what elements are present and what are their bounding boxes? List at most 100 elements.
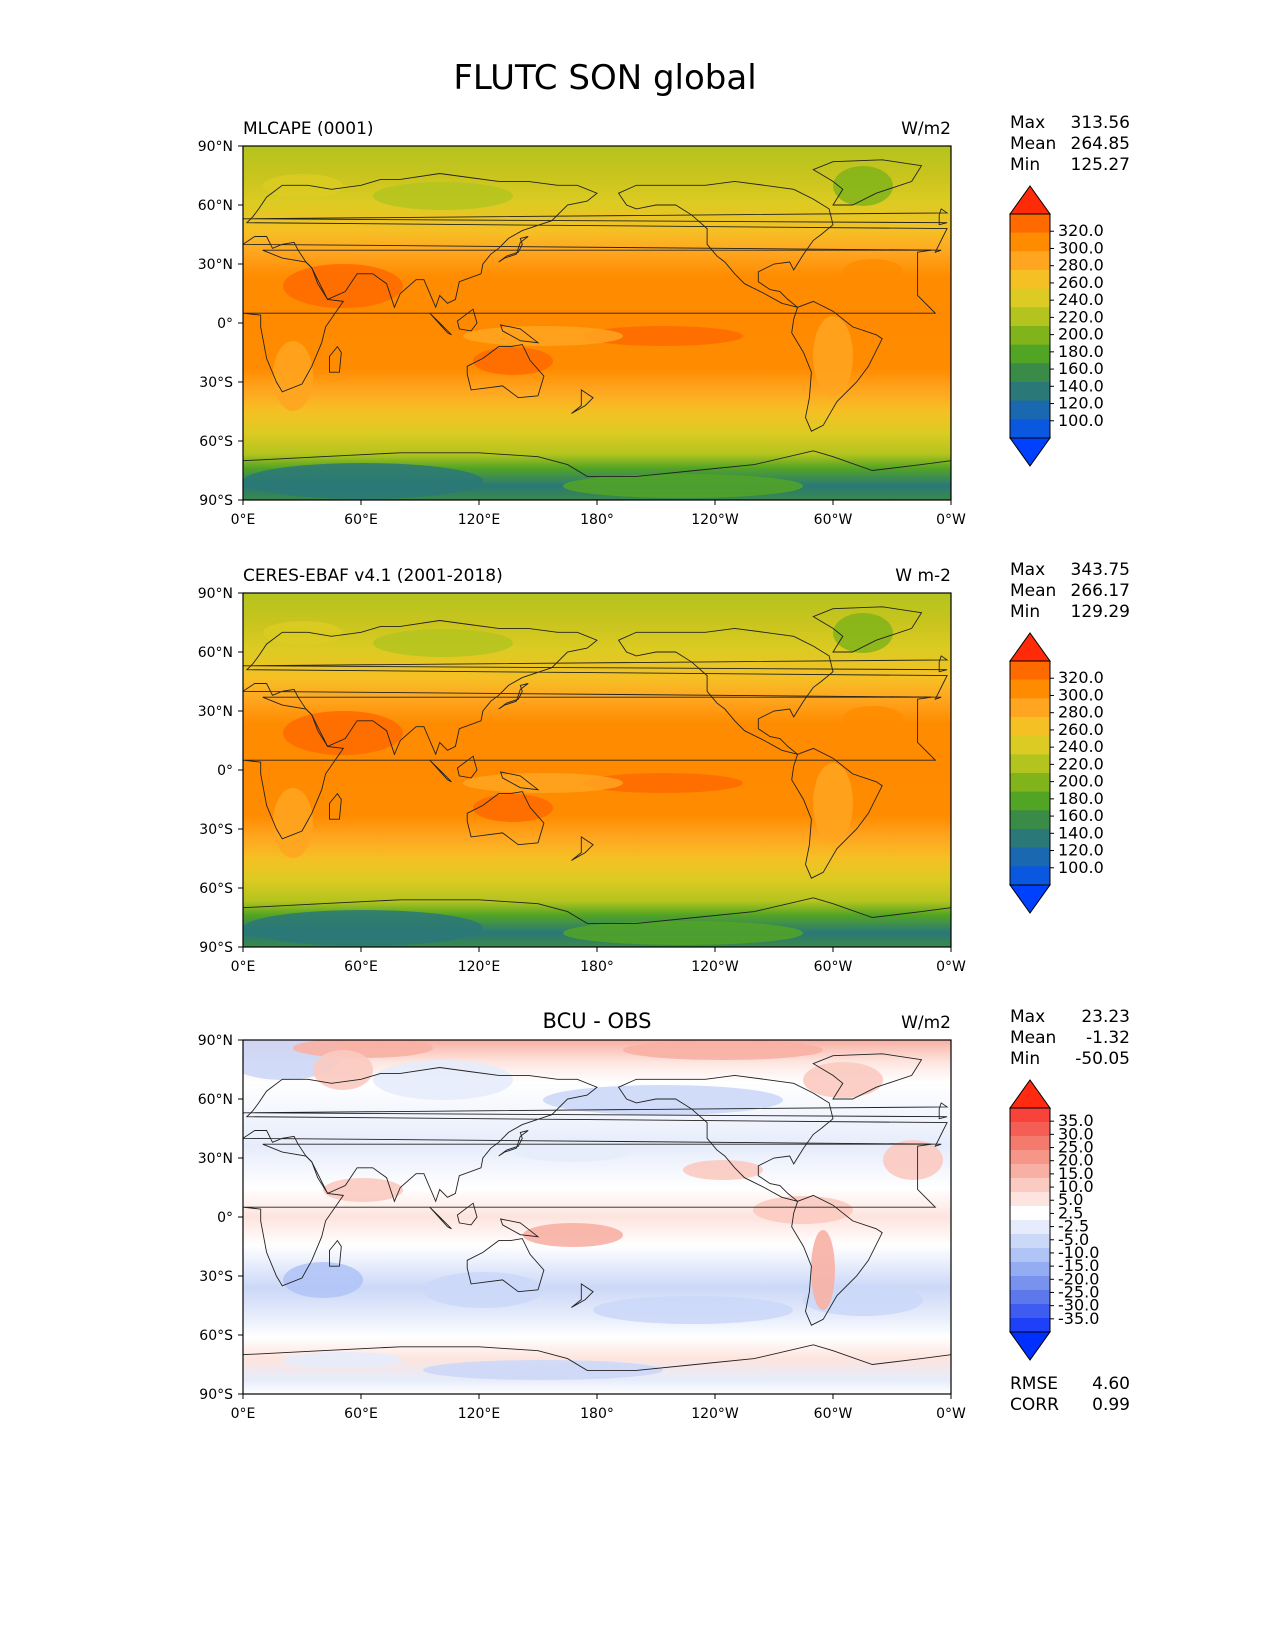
lat-tick-label: 60°N [198,645,233,661]
colorbar-tick-label: 120.0 [1058,841,1104,860]
lon-tick-label: 0°E [231,959,256,975]
colorbar-segment [1010,382,1050,402]
colorbar-segment [1010,1276,1050,1291]
coastline [243,173,948,309]
colorbar: 35.030.025.020.015.010.05.02.5-2.5-5.0-1… [1009,1079,1099,1361]
colorbar-tick-label: 240.0 [1058,737,1104,756]
lon-tick-label: 60°W [814,512,853,528]
map-fill [243,146,951,500]
colorbar-tick-label: 120.0 [1058,394,1104,413]
colorbar-segment [1010,232,1050,252]
stat-label: Min [1010,1049,1040,1069]
colorbar-segment [1010,1136,1050,1151]
coastline [499,771,540,791]
colorbar-tick-label: 180.0 [1058,789,1104,808]
panel-title: MLCAPE (0001) [243,119,374,139]
colorbar-segment [1010,400,1050,420]
coastline [617,1074,834,1202]
colorbar-tick-label: 20.0 [1058,1151,1094,1170]
map-area: 90°N 60°N 30°N 0° 30°S 60°S 90°S 0°E 60°E 120°E 18… [198,586,966,975]
coastline [243,208,949,226]
lon-tick-label: 60°E [344,1406,378,1422]
field-patch [813,316,853,396]
colorbar-tick-label: -20.0 [1058,1269,1099,1288]
colorbar-tick-label: 140.0 [1058,376,1104,395]
colorbar-segment [1010,270,1050,290]
colorbar-segment [1010,735,1050,755]
stat-label: Min [1010,602,1040,622]
colorbar-segment [1010,344,1050,364]
colorbar-segment [1010,419,1050,439]
field-anomaly-patch [423,1272,543,1308]
panel-units: W/m2 [901,1013,951,1033]
field-patch [283,264,403,308]
field-patch [463,773,623,793]
colorbar-segment [1010,698,1050,718]
panel-model: 90°N 60°N 30°N 0° 30°S 60°S 90°S 0°E 60°E 120°E 18… [198,113,1130,528]
colorbar-tick-label: 100.0 [1058,858,1104,877]
colorbar-segment [1010,866,1050,886]
stat-label: Mean [1010,1028,1056,1048]
stat-value: -50.05 [1075,1049,1130,1069]
lon-tick-label: 180° [580,1406,614,1422]
colorbar: 320.0300.0280.0260.0240.0220.0200.0180.0… [1009,185,1104,467]
colorbar-extend-min [1009,1331,1051,1361]
coastline [791,747,883,879]
colorbar-tick-label: 140.0 [1058,823,1104,842]
colorbar-segment [1010,829,1050,849]
colorbar-frame [1009,1107,1051,1333]
field-anomaly-patch [373,1060,513,1100]
map-area: 90°N 60°N 30°N 0° 30°S 60°S 90°S 0°E 60°E 120°E 18… [198,139,966,528]
coastline [617,627,834,755]
coastline [456,755,478,779]
field-patch [473,794,553,822]
field-patch [563,474,803,498]
colorbar-tick-label: 30.0 [1058,1124,1094,1143]
colorbar-segment [1010,1290,1050,1305]
lon-tick-label: 120°W [691,1406,739,1422]
stat-label: Mean [1010,581,1056,601]
lat-tick-label: 30°N [198,704,233,720]
map-area: 90°N 60°N 30°N 0° 30°S 60°S 90°S 0°E 60°E 120°E 18… [198,1033,966,1422]
colorbar-segment [1010,1122,1050,1137]
lon-tick-label: 120°E [458,1406,501,1422]
coastline [243,1102,949,1120]
field-patch [833,166,893,206]
colorbar-extend-max [1009,1079,1051,1109]
lon-tick-label: 120°E [458,512,501,528]
coastline [466,344,545,399]
coastline [243,249,937,393]
panel-units: W/m2 [901,119,951,139]
colorbar-segment [1010,1150,1050,1165]
lon-tick-label: 0°E [231,512,256,528]
lon-tick-label: 180° [580,959,614,975]
field-patch [473,347,553,375]
lat-tick-label: 30°S [199,375,233,391]
colorbar-tick-label: 320.0 [1058,668,1104,687]
lon-tick-label: 60°E [344,512,378,528]
field-patch [273,788,313,858]
colorbar-segment [1010,214,1050,234]
coastline [571,389,594,414]
field-anomaly-patch [313,1050,373,1090]
coastline [456,308,478,332]
field-anomaly-patch [423,1360,663,1380]
metric-value: 4.60 [1092,1374,1130,1394]
field-anomaly-patch [283,1262,363,1298]
colorbar-extend-min [1009,884,1051,914]
field-patch [263,174,343,198]
field-anomaly-patch [811,1230,835,1310]
lon-tick-label: 120°E [458,959,501,975]
colorbar-tick-label: 10.0 [1058,1177,1094,1196]
panel-difference: 90°N 60°N 30°N 0° 30°S 60°S 90°S 0°E 60°E 120°E 18… [198,1007,1130,1422]
colorbar-segment [1010,1318,1050,1333]
colorbar-tick-label: 2.5 [1058,1203,1083,1222]
lon-tick-label: 180° [580,512,614,528]
lon-tick-label: 60°E [344,959,378,975]
colorbar-segment [1010,251,1050,271]
lat-tick-label: 30°S [199,1269,233,1285]
coastline [243,1143,937,1287]
coastline [429,759,452,783]
map-fill [243,593,951,947]
